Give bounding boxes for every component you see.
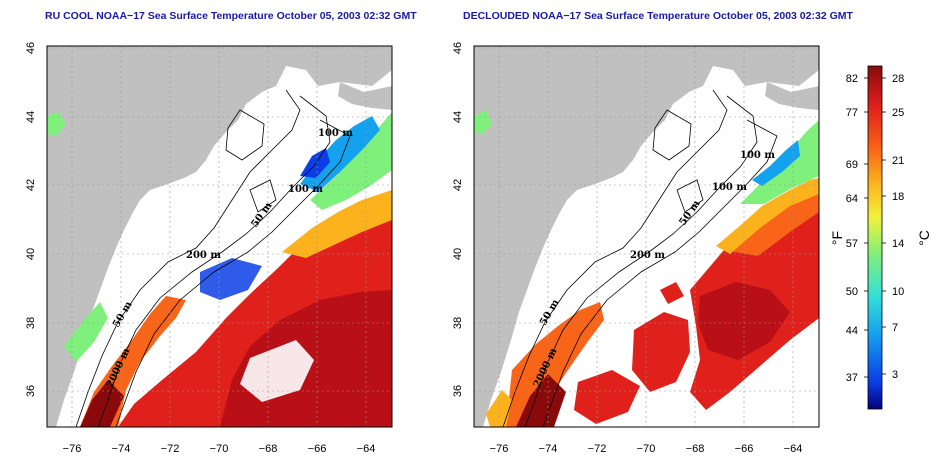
colorbar-gradient: [867, 65, 883, 410]
contour-label: 100 m: [288, 184, 323, 195]
land-nova-scotia: [765, 82, 819, 110]
lon-tick-label: −66: [308, 443, 327, 455]
lon-tick-label: −68: [686, 443, 705, 455]
bathymetry-contours: [502, 89, 778, 427]
colorbar-ticks: [864, 77, 886, 378]
lat-tick-label: 38: [452, 317, 464, 329]
lon-tick-label: −74: [112, 443, 131, 455]
lon-tick-label: −70: [637, 443, 656, 455]
sst-warm-patch: [632, 312, 690, 392]
celsius-tick: 7: [892, 322, 898, 334]
sst-blue-cloud-edge: [200, 258, 262, 300]
lat-tick-label: 44: [452, 111, 464, 123]
fahrenheit-unit-label: °F: [829, 231, 845, 245]
right-lat-axis: 46 44 42 40 38 36: [452, 42, 464, 397]
left-lat-axis: 46 44 42 40 38 36: [25, 42, 37, 397]
cloud-patch: [240, 340, 314, 402]
contour-label: 200 m: [186, 250, 221, 261]
fahrenheit-tick: 82: [846, 73, 858, 85]
sst-lake-left: [47, 112, 66, 136]
sst-warm-patch: [660, 282, 684, 304]
lat-tick-label: 44: [25, 111, 37, 123]
lon-tick-label: −70: [210, 443, 229, 455]
fahrenheit-tick: 37: [846, 372, 858, 384]
left-lon-axis: −76 −74 −72 −70 −68 −66 −64: [63, 443, 376, 455]
celsius-unit-label: °C: [916, 230, 932, 246]
fahrenheit-tick: 64: [846, 193, 858, 205]
celsius-tick: 25: [892, 107, 904, 119]
fahrenheit-tick: 44: [846, 325, 858, 337]
sst-cold-patch: [300, 148, 330, 178]
lat-tick-label: 42: [452, 179, 464, 191]
lat-tick-label: 38: [25, 317, 37, 329]
left-map-title: RU COOL NOAA−17 Sea Surface Temperature …: [45, 10, 417, 22]
lat-tick-label: 36: [452, 385, 464, 397]
celsius-tick: 21: [892, 155, 904, 167]
contour-label: 100 m: [740, 150, 775, 161]
lon-tick-label: −76: [63, 443, 82, 455]
fahrenheit-tick: 57: [846, 238, 858, 250]
graticule: [474, 46, 819, 427]
fahrenheit-tick: 77: [846, 107, 858, 119]
lat-tick-label: 36: [25, 385, 37, 397]
sst-gulfstream-core: [80, 380, 124, 427]
fahrenheit-tick: 50: [846, 286, 858, 298]
lat-tick-label: 40: [452, 248, 464, 260]
contour-label: 100 m: [318, 128, 353, 139]
lat-tick-label: 46: [25, 42, 37, 54]
sst-coastal-yellow: [486, 390, 512, 427]
right-lon-axis: −76 −74 −72 −70 −68 −66 −64: [490, 443, 803, 455]
fahrenheit-tick: 69: [846, 159, 858, 171]
sst-cool-shelf: [752, 140, 800, 186]
celsius-tick: 10: [892, 286, 904, 298]
celsius-tick: 14: [892, 238, 904, 250]
land-nova-scotia: [338, 82, 392, 110]
right-map-frame: [473, 45, 820, 428]
lat-tick-label: 42: [25, 179, 37, 191]
lon-tick-label: −72: [588, 443, 607, 455]
celsius-tick: 3: [892, 369, 898, 381]
sst-orange-band: [724, 188, 819, 256]
sst-coastal-green: [64, 302, 108, 362]
land-mass: [474, 46, 819, 427]
sst-lake-left: [474, 110, 492, 134]
lat-tick-label: 46: [452, 42, 464, 54]
sst-green-band: [740, 120, 819, 204]
land-mass: [47, 46, 392, 427]
contour-label: 100 m: [712, 182, 747, 193]
sst-warm-patch: [574, 370, 640, 424]
right-map: 100 m 100 m 50 m 200 m 50 m 2000 m −76 −…: [452, 42, 820, 455]
lon-tick-label: −68: [259, 443, 278, 455]
celsius-tick: 28: [892, 73, 904, 85]
sst-yellow-band: [282, 190, 392, 258]
temperature-colorbar: 82 77 69 64 57 50 44 37 28 25 21 18 14 1…: [829, 65, 932, 410]
lon-tick-label: −64: [357, 443, 376, 455]
lon-tick-label: −76: [490, 443, 509, 455]
lon-tick-label: −66: [735, 443, 754, 455]
left-map: 100 m 100 m 50 m 200 m 50 m 2000 m −76 −…: [25, 42, 393, 455]
celsius-tick: 18: [892, 191, 904, 203]
right-map-title: DECLOUDED NOAA−17 Sea Surface Temperatur…: [463, 10, 853, 22]
lon-tick-label: −72: [161, 443, 180, 455]
left-map-frame: [46, 45, 393, 428]
lon-tick-label: −64: [784, 443, 803, 455]
sst-gulfstream-core: [516, 374, 566, 427]
bathymetry-contours: [75, 89, 351, 427]
graticule: [47, 46, 392, 427]
lon-tick-label: −74: [539, 443, 558, 455]
contour-label: 200 m: [630, 250, 665, 261]
lat-tick-label: 40: [25, 248, 37, 260]
